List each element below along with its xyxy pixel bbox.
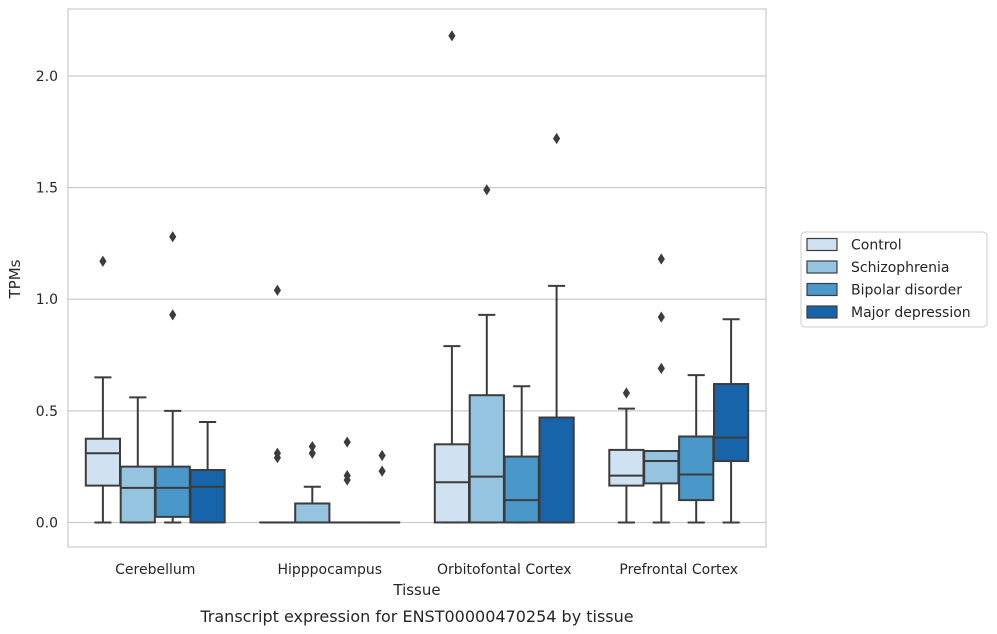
y-tick-label: 1.5 [36,181,58,197]
box-schizophrenia [643,253,680,524]
box-bipolar-disorder [154,231,191,524]
box-body [84,437,122,487]
box-control [259,284,296,524]
box-major-depression [189,420,226,524]
outlier-point [448,30,456,42]
legend-swatch [806,305,838,319]
x-tick-label: Orbitofontal Cortex [437,562,572,578]
box-schizophrenia [468,184,505,524]
box-body [119,465,156,524]
box-body [678,435,715,502]
box-schizophrenia [119,396,156,524]
outlier-point [308,440,316,453]
x-axis-label: Tissue [392,581,440,599]
box-body [468,394,505,524]
outlier-point [273,284,281,296]
y-axis-ticks: 0.0 0.5 1.0 1.5 2.0 [36,69,58,531]
box-body [712,383,750,463]
box-schizophrenia [294,440,331,524]
box-body [189,468,226,524]
outlier-point [553,132,561,145]
x-tick-label: Cerebellum [115,562,195,578]
outlier-point [657,311,665,323]
box-body [538,416,575,524]
y-axis-label: TPMs [6,259,24,299]
legend-label: Bipolar disorder [851,283,962,299]
outlier-point [657,362,665,375]
box-body [294,502,331,524]
box-major-depression [363,449,401,524]
outlier-point [343,436,351,448]
box-bipolar-disorder [678,374,715,524]
box-control [433,30,471,524]
y-tick-label: 1.0 [36,292,58,308]
outlier-point [343,474,351,486]
x-tick-label: Prefrontal Cortex [619,562,738,578]
x-tick-label: Hipppocampus [277,562,382,578]
outlier-point [99,255,107,267]
boxes-layer [84,30,750,524]
outlier-point [378,449,386,462]
legend-swatch [806,260,838,274]
outlier-point [169,231,177,243]
legend: Control Schizophrenia Bipolar disorder Majo… [800,231,988,328]
outlier-point [483,184,491,196]
legend-label: Control [851,238,902,254]
box-bipolar-disorder [503,385,540,524]
outlier-point [308,447,316,459]
box-body [608,448,645,487]
outlier-point [273,452,281,464]
y-tick-label: 0.5 [36,404,58,420]
legend-frame [800,231,988,328]
y-tick-label: 0.0 [36,515,58,531]
outlier-point [378,465,386,477]
box-major-depression [538,132,575,524]
chart-caption: Transcript expression for ENST0000047025… [199,607,633,626]
outlier-point [169,309,177,321]
legend-swatch [806,282,838,297]
grid-lines [68,75,766,524]
box-body [433,443,471,524]
box-bipolar-disorder [329,436,366,524]
outlier-point [657,253,665,265]
outlier-point [622,387,630,399]
legend-label: Major depression [851,305,971,321]
legend-label: Schizophrenia [851,260,949,276]
plot-area [67,8,767,548]
box-control [608,387,645,524]
legend-swatch [806,237,838,252]
y-tick-label: 2.0 [36,69,58,85]
box-control [84,255,122,524]
box-body [503,455,540,524]
box-body [154,465,191,518]
box-body [643,450,680,485]
x-axis-ticks: Cerebellum Hipppocampus Orbitofontal Corte… [115,562,738,578]
box-major-depression [712,318,750,524]
